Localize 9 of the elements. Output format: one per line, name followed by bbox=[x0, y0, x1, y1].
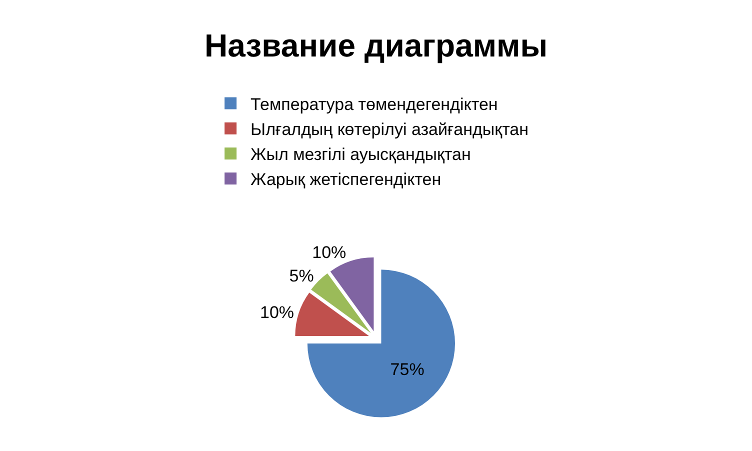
legend-label: Ылғалдың көтерілуі азайғандықтан bbox=[250, 120, 529, 139]
legend-label: Жыл мезгілі ауысқандықтан bbox=[250, 145, 471, 164]
legend-label: Температура төмендегендіктен bbox=[250, 94, 498, 114]
data-label: 10% bbox=[260, 302, 294, 322]
chart-title: Название диаграммы bbox=[204, 27, 548, 64]
legend-label: Жарық жетіспегендіктен bbox=[250, 170, 442, 190]
data-label: 10% bbox=[312, 242, 346, 262]
data-label: 5% bbox=[289, 266, 314, 286]
data-label: 75% bbox=[390, 360, 424, 380]
